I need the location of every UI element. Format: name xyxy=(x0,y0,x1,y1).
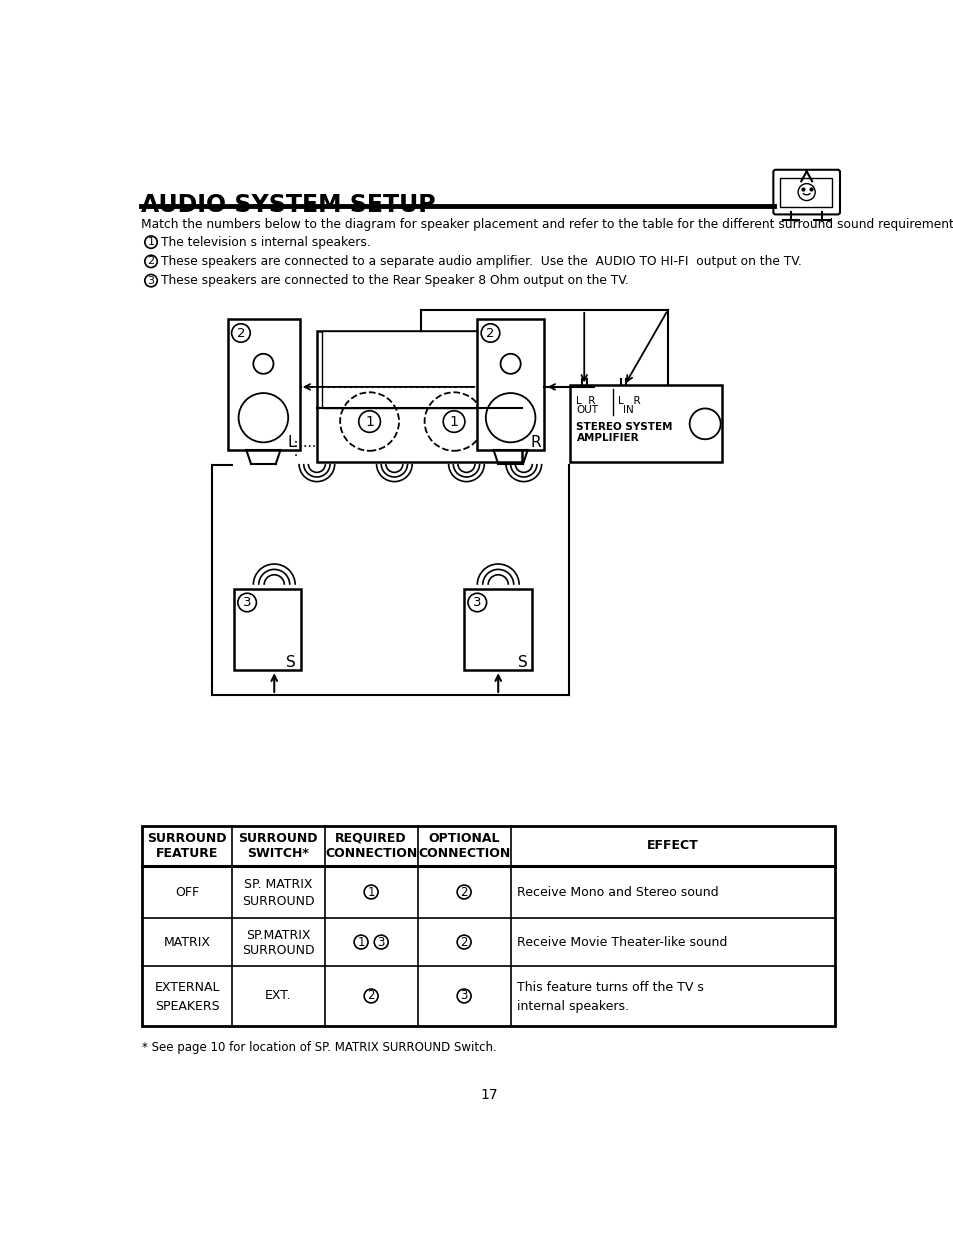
Bar xyxy=(464,589,532,671)
Text: Receive Movie Theater-like sound: Receive Movie Theater-like sound xyxy=(517,936,726,948)
Text: AMPLIFIER: AMPLIFIER xyxy=(576,433,639,443)
Text: SP.MATRIX: SP.MATRIX xyxy=(246,929,310,942)
Text: 2: 2 xyxy=(460,936,467,948)
Text: R: R xyxy=(530,435,541,450)
Text: 17: 17 xyxy=(479,1088,497,1102)
Text: * See page 10 for location of SP. MATRIX SURROUND Switch.: * See page 10 for location of SP. MATRIX… xyxy=(142,1041,497,1055)
Text: 1: 1 xyxy=(365,415,374,429)
Text: 3: 3 xyxy=(377,936,384,948)
Text: 3: 3 xyxy=(243,597,251,609)
Bar xyxy=(142,826,835,1026)
Bar xyxy=(321,331,517,409)
Text: SURROUND: SURROUND xyxy=(241,945,314,957)
Text: This feature turns off the TV s: This feature turns off the TV s xyxy=(517,981,703,994)
Text: 2: 2 xyxy=(486,326,495,340)
Bar xyxy=(316,331,521,462)
Text: 3: 3 xyxy=(473,597,481,609)
Text: Match the numbers below to the diagram for speaker placement and refer to the ta: Match the numbers below to the diagram f… xyxy=(141,217,953,231)
Text: 1: 1 xyxy=(367,885,375,899)
Text: 1: 1 xyxy=(449,415,458,429)
Text: SURROUND
FEATURE: SURROUND FEATURE xyxy=(147,832,227,860)
Bar xyxy=(228,319,299,450)
Text: 2: 2 xyxy=(367,989,375,1003)
Text: S: S xyxy=(286,655,295,671)
Text: The television s internal speakers.: The television s internal speakers. xyxy=(161,236,371,248)
Text: 1: 1 xyxy=(148,237,154,247)
Text: SPEAKERS: SPEAKERS xyxy=(154,1000,219,1013)
Text: L: L xyxy=(288,435,296,450)
Text: REQUIRED
CONNECTION: REQUIRED CONNECTION xyxy=(325,832,416,860)
Bar xyxy=(233,589,300,671)
Text: MATRIX: MATRIX xyxy=(163,936,211,948)
Text: internal speakers.: internal speakers. xyxy=(517,1000,628,1013)
Text: 3: 3 xyxy=(148,275,154,285)
Text: L  R: L R xyxy=(576,396,596,406)
Text: SURROUND: SURROUND xyxy=(241,895,314,908)
Bar xyxy=(476,319,543,450)
Text: 2: 2 xyxy=(236,326,245,340)
Text: L   R: L R xyxy=(618,396,640,406)
Text: SURROUND
SWITCH*: SURROUND SWITCH* xyxy=(238,832,317,860)
Text: OFF: OFF xyxy=(174,885,199,899)
Text: OPTIONAL
CONNECTION: OPTIONAL CONNECTION xyxy=(417,832,510,860)
Text: These speakers are connected to the Rear Speaker 8 Ohm output on the TV.: These speakers are connected to the Rear… xyxy=(161,274,628,288)
Text: 3: 3 xyxy=(460,989,467,1003)
Text: S: S xyxy=(517,655,527,671)
FancyBboxPatch shape xyxy=(773,169,840,215)
Text: These speakers are connected to a separate audio amplifier.  Use the  AUDIO TO H: These speakers are connected to a separa… xyxy=(161,254,801,268)
Bar xyxy=(780,178,831,207)
Text: 1: 1 xyxy=(357,936,364,948)
Text: Receive Mono and Stereo sound: Receive Mono and Stereo sound xyxy=(517,885,718,899)
Text: SP. MATRIX: SP. MATRIX xyxy=(244,878,312,892)
Text: STEREO SYSTEM: STEREO SYSTEM xyxy=(576,422,672,432)
Text: EFFECT: EFFECT xyxy=(646,840,699,852)
Text: IN: IN xyxy=(622,405,633,415)
Text: EXT.: EXT. xyxy=(265,989,291,1003)
Text: 2: 2 xyxy=(460,885,467,899)
Text: 2: 2 xyxy=(148,257,154,267)
Text: EXTERNAL: EXTERNAL xyxy=(154,981,219,994)
Text: AUDIO SYSTEM SETUP: AUDIO SYSTEM SETUP xyxy=(141,193,436,217)
Text: OUT: OUT xyxy=(576,405,598,415)
Bar xyxy=(570,385,721,462)
